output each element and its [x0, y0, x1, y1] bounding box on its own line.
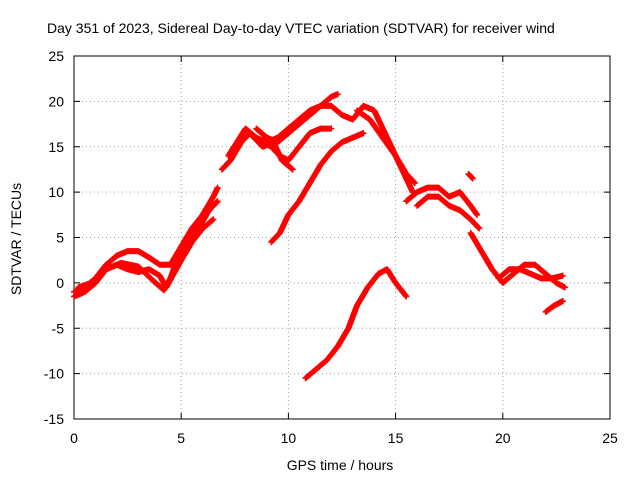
x-tick-label: 20 — [495, 430, 511, 446]
series-track-i — [354, 107, 418, 187]
data-point — [403, 293, 410, 300]
series-track-f — [253, 91, 341, 146]
series-track-e — [225, 102, 416, 196]
series-track-g — [259, 125, 335, 164]
y-tick-label: 25 — [48, 48, 64, 64]
data-point — [474, 211, 481, 218]
gridlines — [74, 56, 610, 419]
chart-title: Day 351 of 2023, Sidereal Day-to-day VTE… — [47, 20, 555, 36]
series-track-h — [268, 130, 367, 246]
data-point — [214, 184, 221, 191]
data-point — [559, 272, 566, 279]
x-tick-label: 10 — [281, 430, 297, 446]
x-tick-label: 25 — [602, 430, 618, 446]
data-point — [334, 91, 341, 98]
y-tick-label: -5 — [52, 320, 65, 336]
series-track-k — [403, 184, 481, 218]
y-tick-label: 0 — [56, 275, 64, 291]
y-axis-ticks: -15 -10 -5 0 5 10 15 20 25 — [44, 48, 610, 427]
x-tick-label: 5 — [177, 430, 185, 446]
y-tick-label: 15 — [48, 139, 64, 155]
y-tick-label: 5 — [56, 230, 64, 246]
data-point — [476, 225, 483, 232]
data-point — [210, 216, 217, 223]
y-tick-label: 10 — [48, 184, 64, 200]
data-point — [360, 130, 367, 137]
series-track-c — [75, 198, 221, 294]
series-track-j — [302, 266, 410, 382]
x-axis-ticks: 0 5 10 15 20 25 — [70, 56, 618, 446]
series-track-m — [467, 229, 568, 291]
y-tick-label: -10 — [44, 366, 64, 382]
series-track-n — [495, 266, 566, 282]
data-point — [214, 198, 221, 205]
y-tick-label: 20 — [48, 93, 64, 109]
series-track-p — [465, 170, 476, 182]
y-tick-label: -15 — [44, 411, 64, 427]
data-point — [559, 298, 566, 305]
x-tick-label: 15 — [388, 430, 404, 446]
x-axis-label: GPS time / hours — [287, 457, 394, 473]
data-point — [289, 166, 296, 173]
series-track-o — [542, 298, 566, 315]
y-axis-label: SDTVAR / TECUs — [8, 183, 24, 295]
series-track-l — [414, 193, 483, 232]
x-tick-label: 0 — [70, 430, 78, 446]
data-point — [561, 284, 568, 291]
data-point — [469, 175, 476, 182]
data-point — [411, 180, 418, 187]
data-points — [71, 91, 568, 382]
data-point — [328, 125, 335, 132]
